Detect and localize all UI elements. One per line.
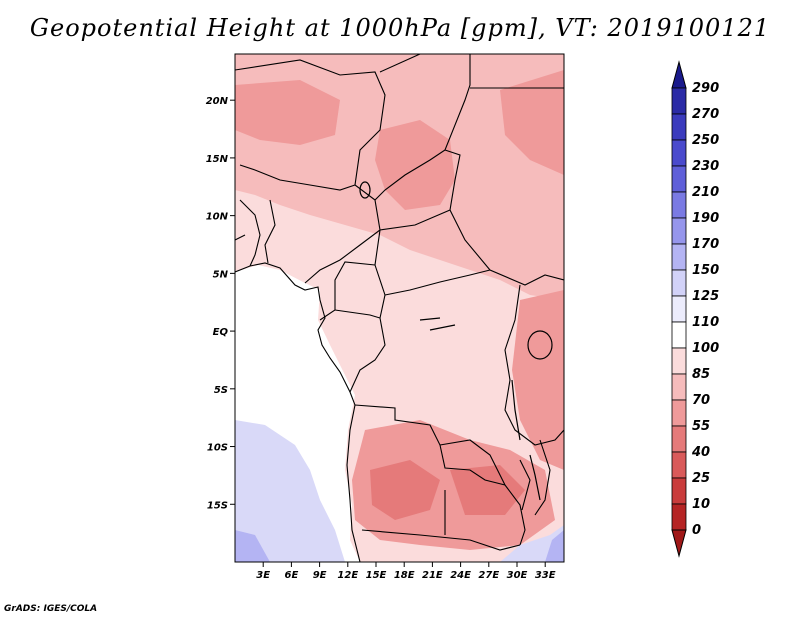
x-tick-label: 27E bbox=[478, 570, 499, 581]
colorbar-box bbox=[671, 399, 687, 427]
colorbar-label: 110 bbox=[692, 315, 719, 330]
x-tick-label: 33E bbox=[535, 570, 556, 581]
colorbar-bottom-arrow bbox=[671, 529, 687, 558]
colorbar-label: 150 bbox=[692, 263, 719, 278]
colorbar-box bbox=[671, 503, 687, 531]
colorbar-labels: 2902702502302101901701501251101008570554… bbox=[691, 81, 719, 538]
colorbar-label: 55 bbox=[692, 419, 710, 434]
x-tick-label: 3E bbox=[256, 570, 270, 581]
field-sudan-deep bbox=[375, 120, 455, 210]
field-atlantic-high-deep bbox=[235, 530, 270, 562]
colorbar-label: 290 bbox=[692, 81, 719, 96]
y-tick-label: 15N bbox=[206, 154, 229, 165]
field-zambia-deep bbox=[450, 465, 525, 515]
lakes bbox=[359, 181, 553, 501]
colorbar-box bbox=[671, 139, 687, 167]
y-tick-label: 15S bbox=[207, 500, 228, 511]
colorbar-box bbox=[671, 113, 687, 141]
borders bbox=[235, 54, 564, 562]
x-tick-label: 9E bbox=[313, 570, 327, 581]
y-tick-label: 20N bbox=[206, 96, 229, 107]
colorbar-label: 125 bbox=[692, 289, 719, 304]
y-tick-label: 10N bbox=[206, 212, 229, 223]
colorbar-label: 210 bbox=[692, 185, 719, 200]
x-axis: 3E 6E 9E 12E 15E 18E 21E 24E 27E 30E 33E bbox=[256, 562, 556, 581]
field-arabia-low bbox=[500, 70, 564, 175]
colorbar-box bbox=[671, 347, 687, 375]
colorbar-boxes bbox=[671, 60, 687, 558]
colorbar-box bbox=[671, 87, 687, 115]
x-tick-label: 15E bbox=[366, 570, 387, 581]
colorbar-label: 0 bbox=[692, 523, 701, 538]
colorbar-box bbox=[671, 451, 687, 479]
x-tick-label: 24E bbox=[450, 570, 471, 581]
credit-text: GrADS: IGES/COLA bbox=[4, 604, 98, 614]
colorbar-label: 270 bbox=[692, 107, 719, 122]
colorbar-box bbox=[671, 217, 687, 245]
colorbar-label: 25 bbox=[692, 471, 710, 486]
colorbar-label: 230 bbox=[692, 159, 719, 174]
map-frame bbox=[234, 53, 565, 563]
y-tick-label: 5S bbox=[214, 385, 228, 396]
colorbar-box bbox=[671, 295, 687, 323]
colorbar-box bbox=[671, 373, 687, 401]
x-tick-label: 12E bbox=[337, 570, 358, 581]
colorbar-label: 40 bbox=[691, 445, 710, 460]
y-axis: 20N 15N 10N 5N EQ 5S 10S 15S bbox=[206, 96, 235, 511]
x-tick-label: 18E bbox=[394, 570, 415, 581]
x-tick-label: 30E bbox=[507, 570, 528, 581]
field-atlantic-high bbox=[235, 420, 345, 562]
colorbar-label: 170 bbox=[692, 237, 719, 252]
colorbar-label: 10 bbox=[692, 497, 710, 512]
field-layer bbox=[235, 54, 564, 562]
colorbar-box bbox=[671, 425, 687, 453]
colorbar-label: 70 bbox=[692, 393, 710, 408]
x-tick-label: 21E bbox=[422, 570, 443, 581]
colorbar-label: 190 bbox=[692, 211, 719, 226]
y-tick-label: 10S bbox=[207, 443, 228, 454]
y-tick-label: 5N bbox=[213, 269, 229, 280]
colorbar-box bbox=[671, 165, 687, 193]
field-east-low bbox=[512, 290, 564, 470]
colorbar-box bbox=[671, 243, 687, 271]
field-southeast-high-deep bbox=[545, 530, 564, 562]
field-angola-deep bbox=[370, 460, 440, 520]
colorbar-box bbox=[671, 477, 687, 505]
colorbar-label: 100 bbox=[692, 341, 719, 356]
x-tick-label: 6E bbox=[285, 570, 299, 581]
chart-title: Geopotential Height at 1000hPa [gpm], VT… bbox=[29, 14, 771, 42]
colorbar-label: 85 bbox=[692, 367, 710, 382]
colorbar-box bbox=[671, 269, 687, 297]
colorbar-label: 250 bbox=[692, 133, 719, 148]
y-tick-label: EQ bbox=[213, 327, 229, 338]
colorbar-box bbox=[671, 191, 687, 219]
colorbar-top-arrow bbox=[671, 60, 687, 89]
field-west-low bbox=[235, 80, 340, 145]
colorbar-box bbox=[671, 321, 687, 349]
